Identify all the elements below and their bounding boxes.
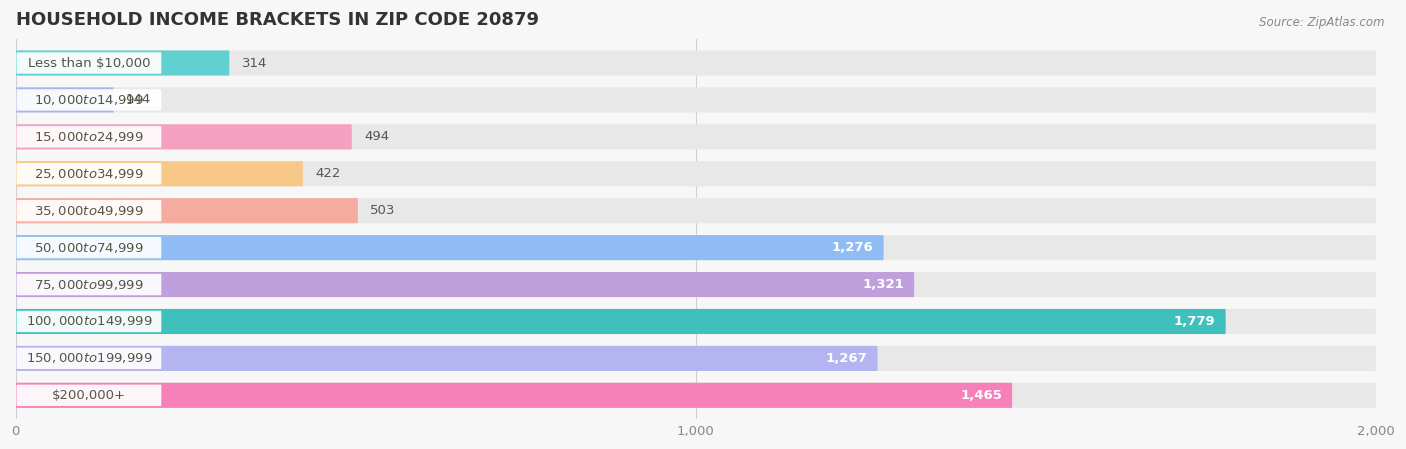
FancyBboxPatch shape bbox=[15, 198, 359, 223]
Text: 494: 494 bbox=[364, 130, 389, 143]
FancyBboxPatch shape bbox=[17, 274, 162, 295]
FancyBboxPatch shape bbox=[17, 52, 162, 74]
Text: 144: 144 bbox=[127, 93, 152, 106]
FancyBboxPatch shape bbox=[15, 272, 914, 297]
FancyBboxPatch shape bbox=[17, 311, 162, 332]
FancyBboxPatch shape bbox=[15, 50, 1376, 75]
FancyBboxPatch shape bbox=[15, 88, 114, 113]
Text: $150,000 to $199,999: $150,000 to $199,999 bbox=[25, 352, 152, 365]
Text: 1,321: 1,321 bbox=[862, 278, 904, 291]
FancyBboxPatch shape bbox=[17, 385, 162, 406]
FancyBboxPatch shape bbox=[15, 383, 1012, 408]
Text: 503: 503 bbox=[370, 204, 395, 217]
FancyBboxPatch shape bbox=[17, 89, 162, 110]
FancyBboxPatch shape bbox=[15, 383, 1376, 408]
FancyBboxPatch shape bbox=[15, 88, 1376, 113]
Text: $10,000 to $14,999: $10,000 to $14,999 bbox=[34, 93, 143, 107]
Text: 1,276: 1,276 bbox=[832, 241, 873, 254]
FancyBboxPatch shape bbox=[17, 163, 162, 185]
FancyBboxPatch shape bbox=[15, 124, 1376, 150]
Text: 1,779: 1,779 bbox=[1174, 315, 1216, 328]
Text: $50,000 to $74,999: $50,000 to $74,999 bbox=[34, 241, 143, 255]
FancyBboxPatch shape bbox=[15, 346, 1376, 371]
FancyBboxPatch shape bbox=[15, 235, 1376, 260]
FancyBboxPatch shape bbox=[15, 235, 883, 260]
FancyBboxPatch shape bbox=[15, 309, 1226, 334]
Text: HOUSEHOLD INCOME BRACKETS IN ZIP CODE 20879: HOUSEHOLD INCOME BRACKETS IN ZIP CODE 20… bbox=[15, 11, 538, 29]
Text: 1,267: 1,267 bbox=[825, 352, 868, 365]
Text: $35,000 to $49,999: $35,000 to $49,999 bbox=[34, 204, 143, 218]
FancyBboxPatch shape bbox=[15, 309, 1376, 334]
FancyBboxPatch shape bbox=[15, 124, 352, 150]
FancyBboxPatch shape bbox=[15, 346, 877, 371]
FancyBboxPatch shape bbox=[17, 237, 162, 258]
FancyBboxPatch shape bbox=[15, 198, 1376, 223]
Text: $15,000 to $24,999: $15,000 to $24,999 bbox=[34, 130, 143, 144]
Text: 422: 422 bbox=[315, 167, 340, 180]
FancyBboxPatch shape bbox=[17, 126, 162, 148]
Text: Source: ZipAtlas.com: Source: ZipAtlas.com bbox=[1260, 16, 1385, 29]
Text: $100,000 to $149,999: $100,000 to $149,999 bbox=[25, 314, 152, 329]
FancyBboxPatch shape bbox=[17, 200, 162, 221]
Text: $75,000 to $99,999: $75,000 to $99,999 bbox=[34, 277, 143, 291]
FancyBboxPatch shape bbox=[15, 272, 1376, 297]
Text: Less than $10,000: Less than $10,000 bbox=[28, 57, 150, 70]
FancyBboxPatch shape bbox=[15, 161, 302, 186]
FancyBboxPatch shape bbox=[15, 50, 229, 75]
Text: 1,465: 1,465 bbox=[960, 389, 1002, 402]
Text: $200,000+: $200,000+ bbox=[52, 389, 127, 402]
Text: $25,000 to $34,999: $25,000 to $34,999 bbox=[34, 167, 143, 181]
Text: 314: 314 bbox=[242, 57, 267, 70]
FancyBboxPatch shape bbox=[17, 348, 162, 369]
FancyBboxPatch shape bbox=[15, 161, 1376, 186]
